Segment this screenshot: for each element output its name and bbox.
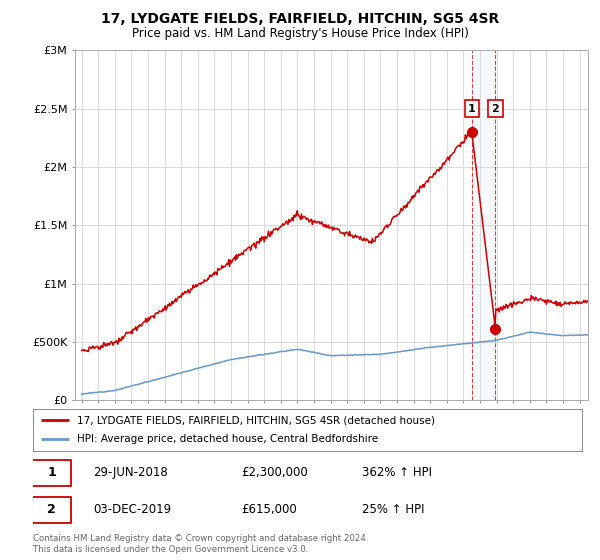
Text: 29-JUN-2018: 29-JUN-2018 (94, 466, 168, 479)
Bar (472, 50, 496, 400)
Text: 1: 1 (468, 104, 476, 114)
Text: HPI: Average price, detached house, Central Bedfordshire: HPI: Average price, detached house, Cent… (77, 435, 378, 445)
Text: 25% ↑ HPI: 25% ↑ HPI (362, 503, 425, 516)
FancyBboxPatch shape (32, 497, 71, 522)
Text: £615,000: £615,000 (242, 503, 298, 516)
Text: 2: 2 (47, 503, 56, 516)
Text: Contains HM Land Registry data © Crown copyright and database right 2024.
This d: Contains HM Land Registry data © Crown c… (33, 534, 368, 554)
Text: 17, LYDGATE FIELDS, FAIRFIELD, HITCHIN, SG5 4SR (detached house): 17, LYDGATE FIELDS, FAIRFIELD, HITCHIN, … (77, 415, 435, 425)
Text: 1: 1 (47, 466, 56, 479)
FancyBboxPatch shape (32, 460, 71, 486)
Text: £2,300,000: £2,300,000 (242, 466, 308, 479)
Text: 362% ↑ HPI: 362% ↑ HPI (362, 466, 433, 479)
Text: Price paid vs. HM Land Registry's House Price Index (HPI): Price paid vs. HM Land Registry's House … (131, 27, 469, 40)
Text: 2: 2 (491, 104, 499, 114)
Text: 17, LYDGATE FIELDS, FAIRFIELD, HITCHIN, SG5 4SR: 17, LYDGATE FIELDS, FAIRFIELD, HITCHIN, … (101, 12, 499, 26)
Text: 03-DEC-2019: 03-DEC-2019 (94, 503, 172, 516)
